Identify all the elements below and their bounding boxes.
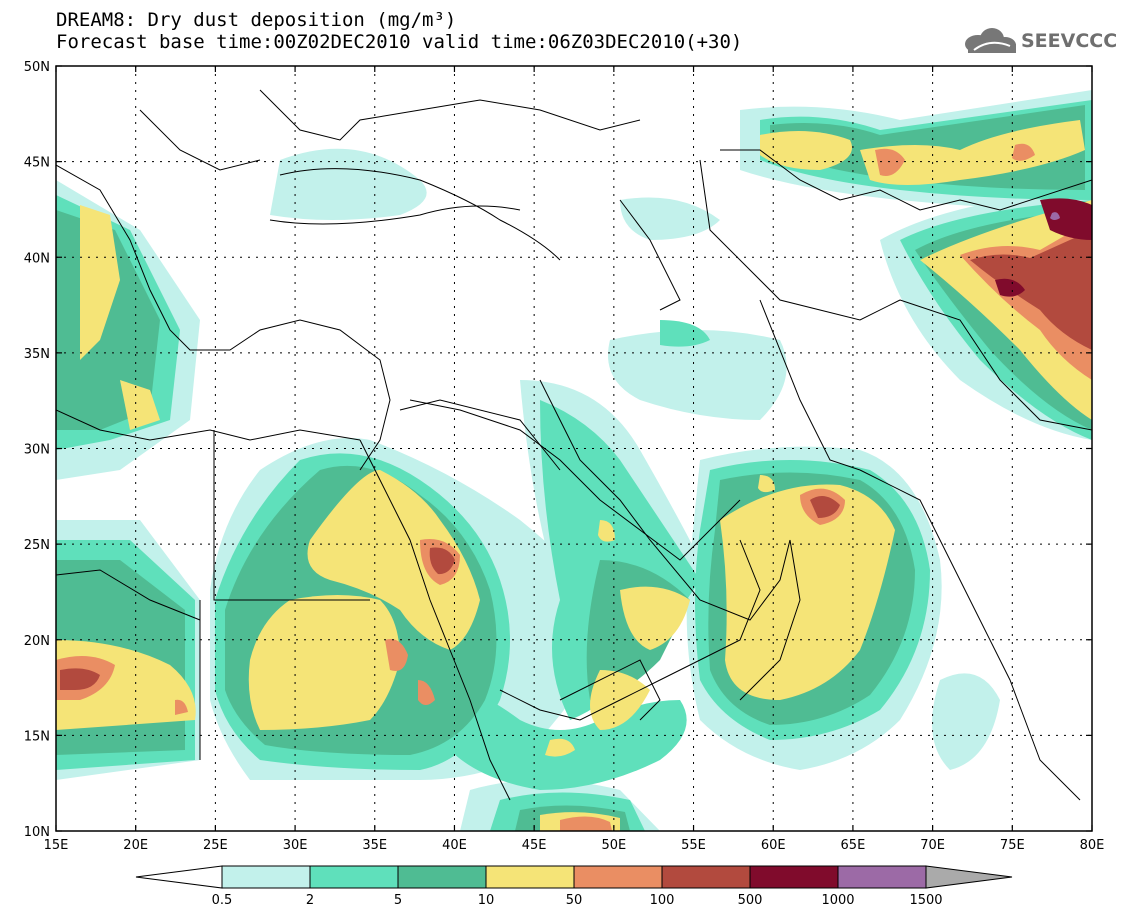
colorbar-label: 0.5	[212, 893, 233, 908]
lat-tick-label: 40N	[24, 251, 50, 266]
lon-tick-label: 30E	[283, 838, 308, 853]
colorbar-label: 1500	[909, 893, 942, 908]
lat-tick-label: 50N	[24, 60, 50, 75]
lon-tick-label: 65E	[841, 838, 866, 853]
colorbar-label: 100	[650, 893, 675, 908]
dust-field	[56, 90, 1092, 831]
lat-tick-label: 20N	[24, 634, 50, 649]
colorbar-box	[221, 865, 311, 889]
colorbar-labels: 0.5 2 5 10 50 100 500 1000 1500	[212, 893, 943, 908]
lat-tick-label: 25N	[24, 538, 50, 553]
colorbar-label: 2	[306, 893, 314, 908]
lon-tick-label: 60E	[761, 838, 786, 853]
colorbar-box	[573, 865, 663, 889]
axis-ticks	[55, 65, 1093, 832]
colorbar-label: 50	[566, 893, 583, 908]
colorbar-box	[309, 865, 399, 889]
colorbar-box	[485, 865, 575, 889]
lat-tick-label: 10N	[24, 825, 50, 840]
lat-tick-label: 15N	[24, 729, 50, 744]
forecast-time-subtitle: Forecast base time:00Z02DEC2010 valid ti…	[56, 31, 743, 53]
colorbar-label: 5	[394, 893, 402, 908]
colorbar-label: 10	[478, 893, 495, 908]
colorbar-box	[661, 865, 751, 889]
lon-tick-label: 70E	[920, 838, 945, 853]
lon-tick-label: 50E	[601, 838, 626, 853]
lon-labels: 15E 20E 25E 30E 35E 40E 45E 50E 55E 60E 65E 70E 75E 8…	[44, 838, 1105, 853]
lon-tick-label: 25E	[203, 838, 228, 853]
lon-tick-label: 15E	[44, 838, 69, 853]
colorbar-under-triangle	[135, 865, 223, 889]
lon-tick-label: 40E	[442, 838, 467, 853]
logo-text: SEEVCCC	[1021, 30, 1118, 52]
lat-tick-label: 45N	[24, 156, 50, 171]
coastlines	[56, 89, 1092, 801]
colorbar-over-triangle	[925, 865, 1013, 889]
colorbar-label: 500	[738, 893, 763, 908]
map-title: DREAM8: Dry dust deposition (mg/m³)	[56, 9, 457, 31]
lon-tick-label: 55E	[681, 838, 706, 853]
lon-tick-label: 20E	[123, 838, 148, 853]
seevccc-logo	[960, 24, 1100, 60]
lat-labels: 10N 15N 20N 25N 30N 35N 40N 45N 50N	[24, 60, 50, 840]
lon-tick-label: 75E	[1000, 838, 1025, 853]
colorbar-box	[749, 865, 839, 889]
lon-tick-label: 35E	[362, 838, 387, 853]
lon-tick-label: 80E	[1080, 838, 1105, 853]
colorbar-box	[397, 865, 487, 889]
lon-tick-label: 45E	[522, 838, 547, 853]
colorbar-box	[837, 865, 927, 889]
colorbar	[135, 865, 1013, 889]
lat-tick-label: 35N	[24, 347, 50, 362]
colorbar-label: 1000	[821, 893, 854, 908]
cloud-logo-icon	[965, 28, 1016, 53]
lat-tick-label: 30N	[24, 443, 50, 458]
